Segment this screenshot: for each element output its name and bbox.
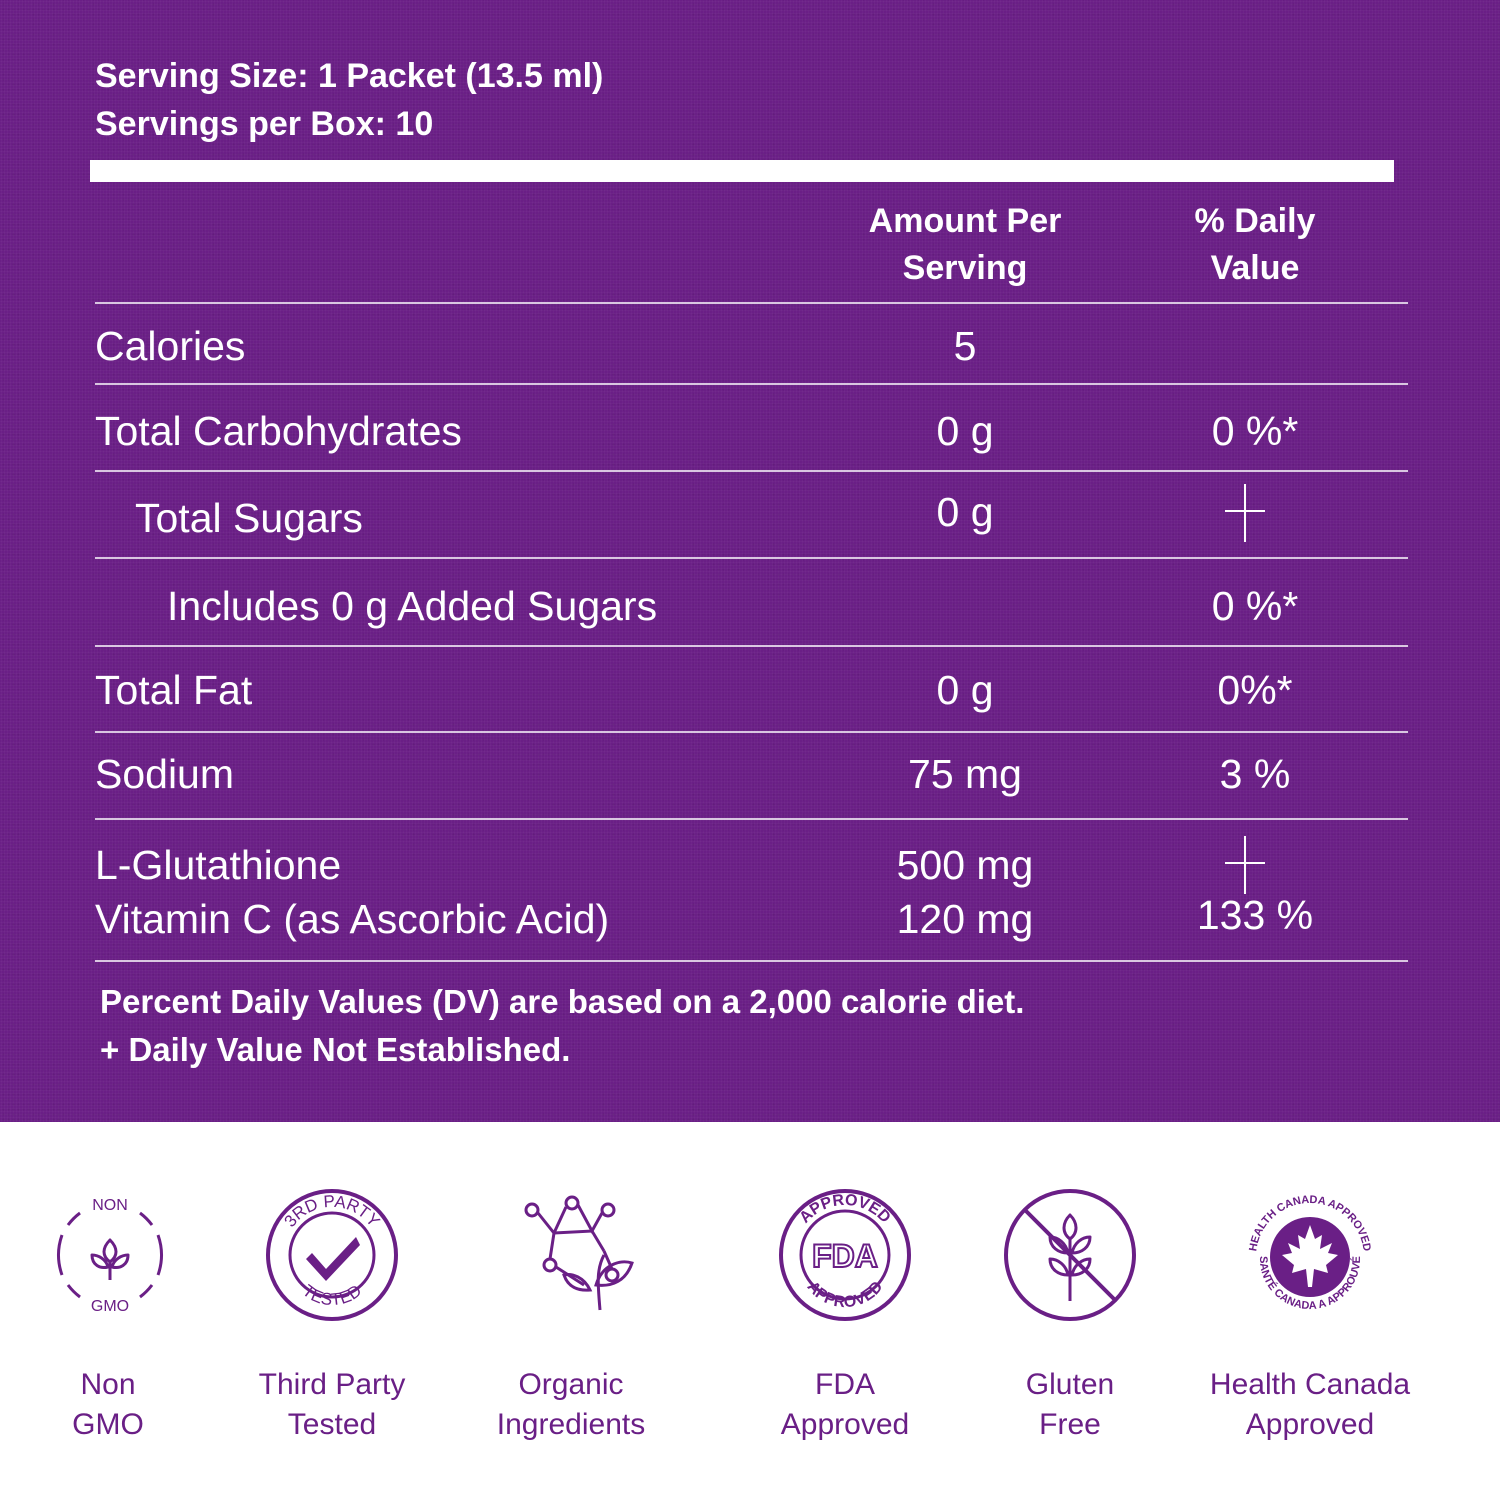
badge-label-line1: Health Canada [1209, 1368, 1411, 1401]
dv-header-line1: % Daily [1194, 202, 1316, 240]
badge-label-line1: FDA [815, 1368, 875, 1401]
non-gmo-label: Non GMO [0, 1365, 238, 1445]
svg-text:3RD PARTY: 3RD PARTY [280, 1192, 383, 1231]
footnote: Percent Daily Values (DV) are based on a… [100, 978, 1024, 1074]
servings-per-box: Servings per Box: 10 [95, 105, 434, 143]
row-divider [95, 960, 1408, 962]
badge-label-line1: Organic [518, 1368, 624, 1401]
daily-value-header: % Daily Value [1140, 198, 1370, 292]
svg-text:TESTED: TESTED [299, 1281, 365, 1309]
nutrient-name: Includes 0 g Added Sugars [167, 583, 658, 629]
nutrient-daily-value: 0%* [1217, 667, 1293, 713]
badge-label-line1: Gluten [1025, 1368, 1115, 1401]
badge-label-line2: Ingredients [496, 1408, 646, 1441]
serving-size: Serving Size: 1 Packet (13.5 ml) [95, 57, 604, 95]
row-divider [95, 383, 1408, 385]
row-divider [95, 557, 1408, 559]
health-canada-icon: HEALTH CANADA APPROVED SANTÉ CANADA A AP… [1247, 1194, 1373, 1312]
nutrient-name: Vitamin C (as Ascorbic Acid) [95, 896, 610, 942]
organic-ingredients-label: Organic Ingredients [441, 1365, 701, 1445]
row-divider [95, 470, 1408, 472]
badge-label-line2: Free [1039, 1408, 1101, 1441]
non-gmo-badge: NON GMO [0, 1185, 220, 1325]
organic-ingredients-icon [524, 1195, 634, 1311]
badge-label-line1: Third Party [258, 1368, 406, 1401]
nutrient-name: Total Sugars [135, 495, 363, 541]
third-party-tested-badge: 3RD PARTY TESTED [222, 1185, 442, 1325]
svg-text:FDA: FDA [812, 1238, 878, 1274]
gluten-free-badge [960, 1185, 1180, 1325]
svg-text:GMO: GMO [91, 1298, 129, 1315]
badge-label-line2: GMO [72, 1408, 144, 1441]
nutrient-daily-value: 133 % [1196, 892, 1314, 938]
gluten-free-icon [1004, 1189, 1136, 1321]
row-divider [95, 645, 1408, 647]
nutrient-amount: 5 [953, 323, 977, 369]
nutrient-amount: 500 mg [896, 842, 1034, 888]
nutrient-name: Sodium [95, 751, 235, 797]
dv-not-established-mark [1225, 484, 1265, 542]
third-party-tested-icon: 3RD PARTY TESTED [266, 1189, 398, 1321]
nutrient-amount: 0 g [936, 408, 994, 454]
badge-label-line2: Approved [780, 1408, 910, 1441]
nutrient-daily-value: 3 % [1219, 751, 1291, 797]
nutrient-amount: 0 g [936, 667, 994, 713]
third-party-tested-label: Third Party Tested [202, 1365, 462, 1445]
nutrient-daily-value: 0 %* [1211, 408, 1299, 454]
svg-text:APPROVED: APPROVED [796, 1192, 893, 1227]
nutrient-amount: 0 g [936, 489, 994, 535]
row-divider [95, 818, 1408, 820]
nutrient-name: Total Carbohydrates [95, 408, 462, 454]
badge-label-line2: Approved [1245, 1408, 1375, 1441]
health-canada-badge: HEALTH CANADA APPROVED SANTÉ CANADA A AP… [1200, 1185, 1420, 1325]
health-canada-label: Health Canada Approved [1180, 1365, 1440, 1445]
nutrient-amount: 120 mg [896, 896, 1034, 942]
thick-divider [90, 160, 1394, 182]
non-gmo-icon: NON GMO [57, 1197, 163, 1315]
fda-approved-badge: APPROVED APPROVED FDA [735, 1185, 955, 1325]
fda-approved-icon: APPROVED APPROVED FDA [779, 1189, 911, 1321]
nutrient-amount: 75 mg [908, 751, 1022, 797]
nutrient-name: Total Fat [95, 667, 253, 713]
badge-label-line1: Non [80, 1368, 136, 1401]
svg-text:APPROVED: APPROVED [804, 1278, 887, 1311]
svg-text:NON: NON [92, 1197, 128, 1214]
amount-per-serving-header: Amount Per Serving [835, 198, 1095, 292]
row-divider [95, 731, 1408, 733]
serving-info: Serving Size: 1 Packet (13.5 ml) Serving… [95, 52, 603, 148]
dv-header-line2: Value [1210, 249, 1300, 287]
organic-ingredients-badge [462, 1185, 682, 1315]
row-divider [95, 302, 1408, 304]
gluten-free-label: Gluten Free [940, 1365, 1200, 1445]
nutrition-facts-panel: Serving Size: 1 Packet (13.5 ml) Serving… [0, 0, 1500, 1122]
amount-header-line2: Serving [902, 249, 1028, 287]
nutrient-daily-value: 0 %* [1211, 583, 1299, 629]
nutrient-name: Calories [95, 323, 246, 369]
nutrient-name: L-Glutathione [95, 842, 342, 888]
amount-header-line1: Amount Per [868, 202, 1062, 240]
fda-approved-label: FDA Approved [715, 1365, 975, 1445]
badge-label-line2: Tested [287, 1408, 377, 1441]
footnote-not-established: + Daily Value Not Established. [100, 1031, 571, 1068]
dv-not-established-mark [1225, 836, 1265, 894]
footnote-dv-basis: Percent Daily Values (DV) are based on a… [100, 983, 1025, 1020]
